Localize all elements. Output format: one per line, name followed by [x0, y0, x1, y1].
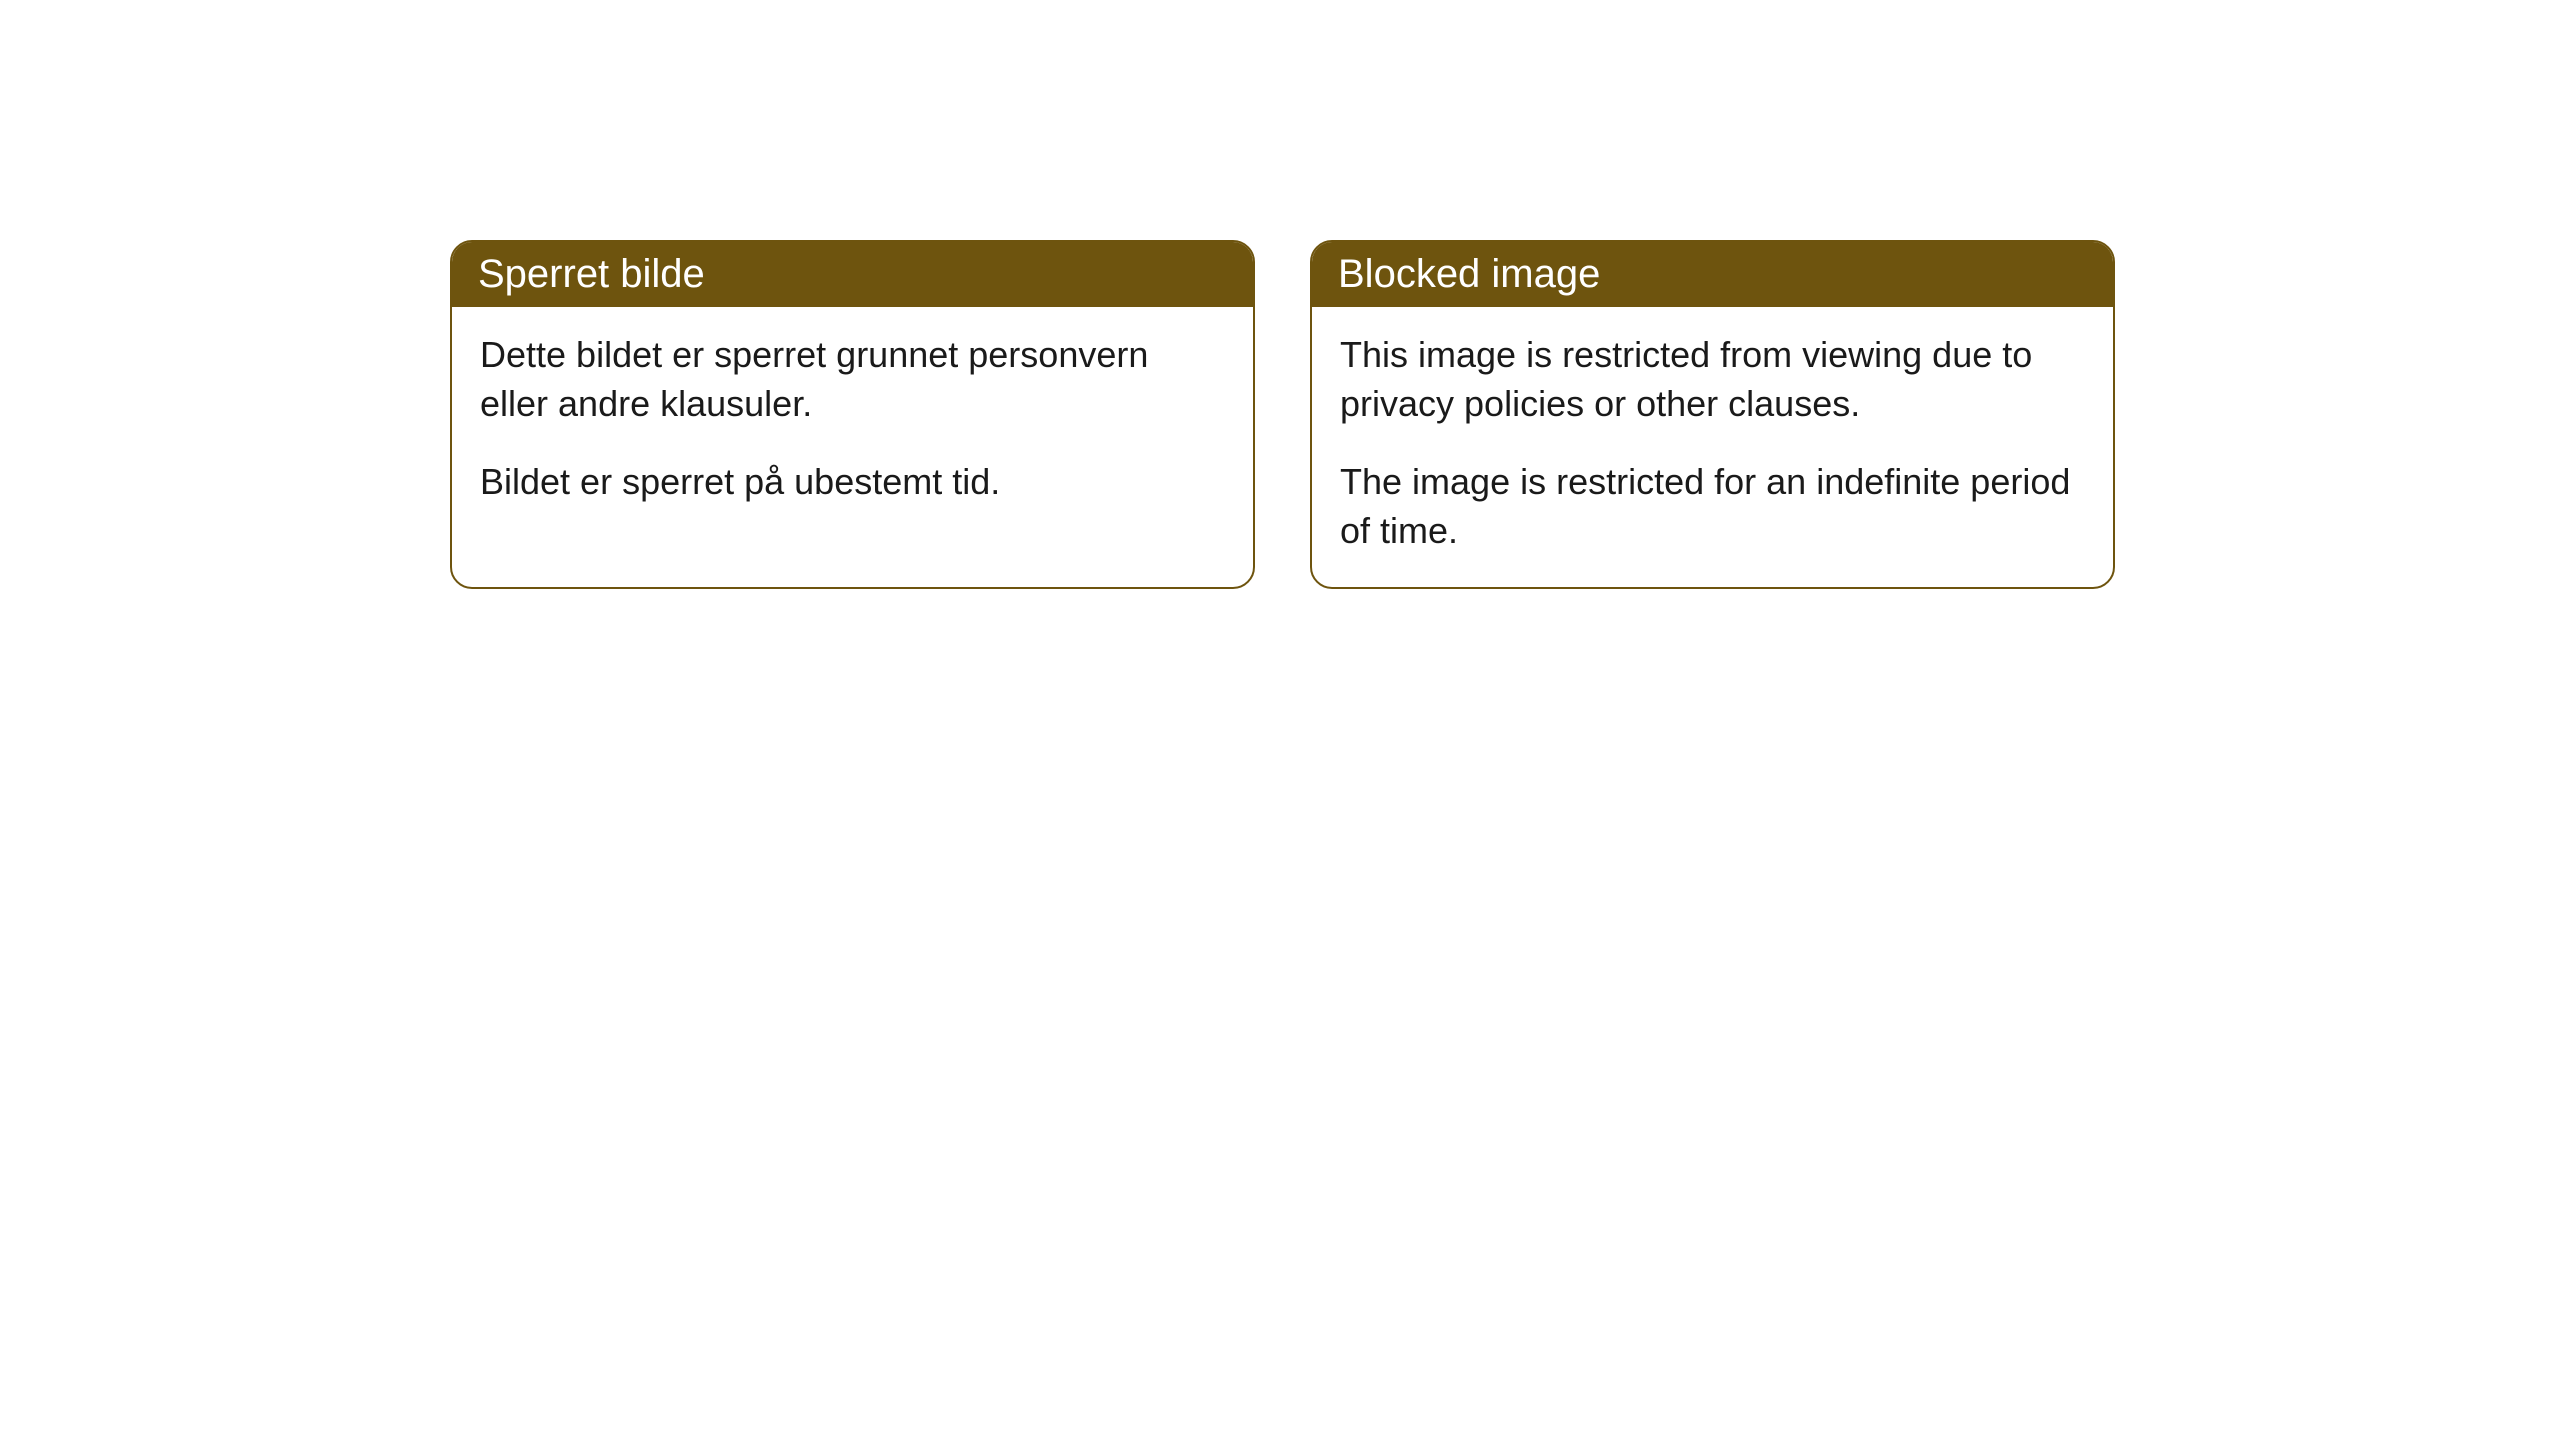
- notice-title-english: Blocked image: [1338, 252, 1600, 296]
- notice-title-norwegian: Sperret bilde: [478, 252, 705, 296]
- notice-text-english-p1: This image is restricted from viewing du…: [1340, 331, 2085, 428]
- notice-body-norwegian: Dette bildet er sperret grunnet personve…: [452, 307, 1253, 539]
- notice-container: Sperret bilde Dette bildet er sperret gr…: [0, 0, 2560, 589]
- notice-header-norwegian: Sperret bilde: [452, 242, 1253, 307]
- notice-text-norwegian-p1: Dette bildet er sperret grunnet personve…: [480, 331, 1225, 428]
- notice-card-norwegian: Sperret bilde Dette bildet er sperret gr…: [450, 240, 1255, 589]
- notice-body-english: This image is restricted from viewing du…: [1312, 307, 2113, 587]
- notice-card-english: Blocked image This image is restricted f…: [1310, 240, 2115, 589]
- notice-text-norwegian-p2: Bildet er sperret på ubestemt tid.: [480, 458, 1225, 507]
- notice-text-english-p2: The image is restricted for an indefinit…: [1340, 458, 2085, 555]
- notice-header-english: Blocked image: [1312, 242, 2113, 307]
